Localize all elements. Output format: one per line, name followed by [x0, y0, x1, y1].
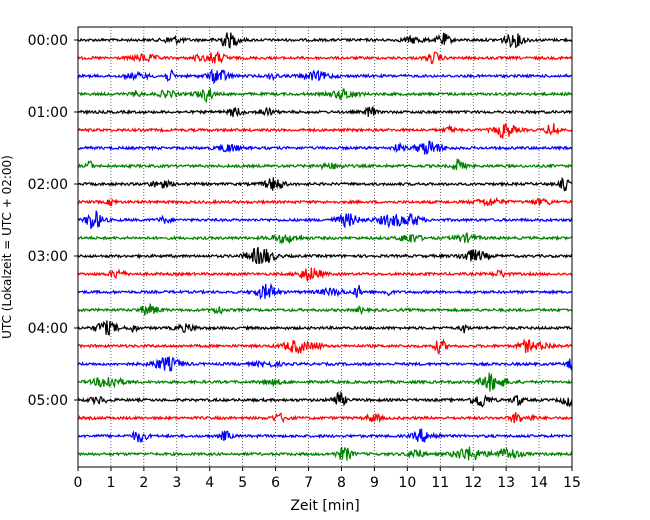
- seismogram-trace: [77, 246, 573, 264]
- seismogram-trace: [77, 210, 573, 230]
- x-tick-label: 3: [172, 475, 181, 491]
- y-axis-label: UTC (Lokalzeit = UTC + 02:00): [0, 155, 14, 339]
- seismogram-trace: [77, 105, 573, 118]
- y-tick-label: 05:00: [28, 393, 68, 409]
- x-tick-label: 9: [370, 475, 379, 491]
- x-tick-label: 0: [74, 475, 83, 491]
- y-tick-label: 01:00: [28, 105, 68, 121]
- seismogram-trace: [77, 232, 573, 245]
- x-tick-label: 15: [563, 475, 581, 491]
- seismogram-trace: [77, 282, 573, 301]
- seismogram-trace: [77, 446, 573, 461]
- seismogram-trace: [78, 88, 573, 104]
- x-tick-label: 1: [106, 475, 115, 491]
- seismogram-trace: [77, 390, 573, 408]
- x-tick-label: 2: [139, 475, 148, 491]
- y-tick-label: 02:00: [28, 177, 68, 193]
- x-tick-label: 11: [431, 475, 449, 491]
- seismogram-trace: [77, 356, 573, 372]
- seismogram-trace: [77, 338, 573, 355]
- x-tick-label: 14: [530, 475, 548, 491]
- y-tick-label: 00:00: [28, 33, 68, 49]
- seismogram-trace: [77, 428, 573, 444]
- y-tick-label: 03:00: [28, 249, 68, 265]
- x-tick-label: 7: [304, 475, 313, 491]
- x-tick-label: 5: [238, 475, 247, 491]
- seismogram-trace: [77, 68, 573, 85]
- seismogram-trace: [77, 196, 573, 207]
- x-tick-label: 13: [497, 475, 515, 491]
- seismogram-trace: [77, 372, 573, 392]
- seismogram-trace: [77, 158, 572, 171]
- x-tick-label: 4: [205, 475, 214, 491]
- seismogram-trace: [77, 267, 572, 282]
- plot-frame: [77, 26, 573, 468]
- trace-group: [77, 32, 573, 461]
- y-axis: 00:00 01:00 02:00 03:00 04:00 05:00: [28, 33, 78, 409]
- seismogram-trace: [77, 140, 573, 155]
- y-tick-label: 04:00: [28, 321, 68, 337]
- x-tick-label: 12: [464, 475, 482, 491]
- x-axis: 0 1 2 3 4 5 6 7 8 9 10 11 12 13 14 15: [74, 467, 581, 491]
- seismogram-trace: [77, 176, 573, 192]
- seismogram-trace: [77, 50, 573, 65]
- seismogram-trace: [77, 303, 573, 316]
- x-tick-label: 8: [337, 475, 346, 491]
- x-tick-label: 6: [271, 475, 280, 491]
- seismogram-trace: [77, 122, 573, 139]
- x-tick-label: 10: [398, 475, 416, 491]
- seismogram-trace: [77, 412, 573, 424]
- seismogram-trace: [77, 320, 573, 336]
- x-axis-label: Zeit [min]: [290, 498, 359, 514]
- seismogram-trace: [77, 32, 573, 49]
